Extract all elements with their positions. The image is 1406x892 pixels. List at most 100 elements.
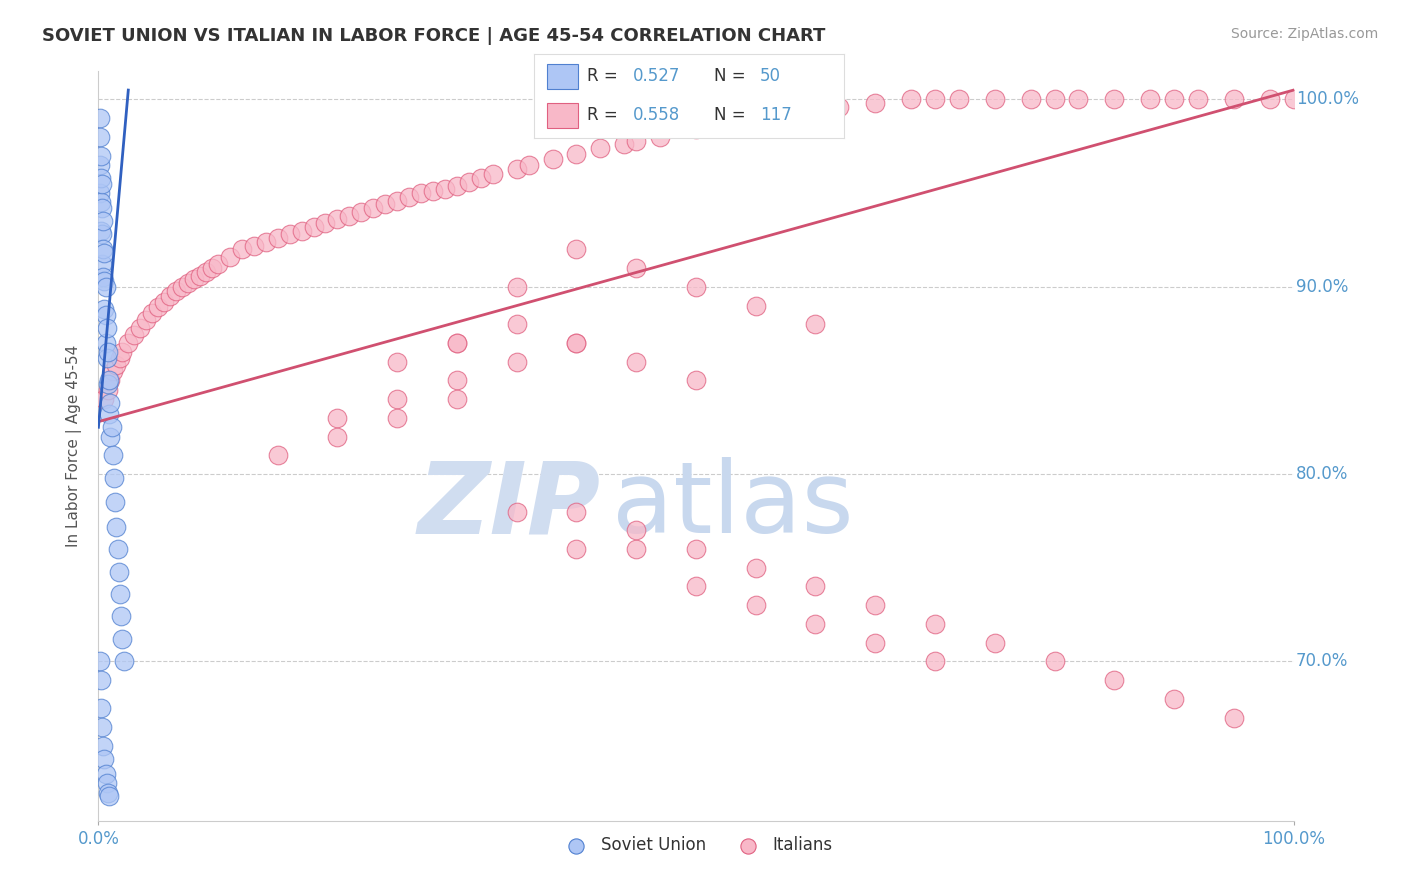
Point [219, 250, 242, 264]
Point [90, 224, 112, 238]
Point [434, 182, 457, 196]
Point [315, 216, 337, 230]
Point [141, 306, 163, 320]
Point [90, 195, 112, 210]
Point [91, 243, 114, 257]
Point [117, 336, 139, 351]
Text: N =: N = [714, 68, 745, 86]
Bar [547, 63, 578, 89]
Point [804, 617, 827, 632]
Text: SOVIET UNION VS ITALIAN IN LABOR FORCE | AGE 45-54 CORRELATION CHART: SOVIET UNION VS ITALIAN IN LABOR FORCE |… [42, 27, 825, 45]
Point [470, 171, 492, 186]
Point [98, 396, 122, 410]
Point [626, 524, 648, 538]
Point [565, 336, 588, 351]
Point [104, 495, 127, 509]
Point [626, 134, 648, 148]
Point [89, 130, 111, 145]
Point [780, 107, 803, 121]
Point [89, 112, 111, 126]
Point [135, 313, 157, 327]
Text: R =: R = [586, 106, 617, 124]
Point [101, 448, 124, 462]
Text: 0.527: 0.527 [633, 68, 681, 86]
Text: 70.0%: 70.0% [1296, 652, 1348, 671]
Point [94, 280, 117, 294]
Point [374, 197, 396, 211]
Point [91, 739, 114, 753]
Point [111, 345, 134, 359]
Point [91, 270, 114, 285]
Point [685, 542, 707, 557]
Point [98, 430, 122, 444]
Point [565, 243, 588, 257]
Point [159, 289, 181, 303]
Point [613, 137, 636, 152]
Point [709, 119, 731, 133]
Point [865, 599, 887, 613]
Point [565, 505, 588, 519]
Point [93, 246, 115, 260]
Point [984, 93, 1007, 107]
Point [97, 786, 120, 800]
Point [278, 227, 301, 242]
Point [91, 214, 114, 228]
Point [1223, 710, 1246, 724]
Point [89, 186, 111, 201]
Point [804, 318, 827, 332]
Point [865, 636, 887, 650]
Point [107, 565, 129, 579]
Bar [547, 103, 578, 128]
Point [243, 238, 266, 252]
Point [745, 561, 768, 575]
Point [1043, 93, 1066, 107]
Point [231, 243, 253, 257]
Point [385, 355, 409, 369]
Point [97, 345, 120, 359]
Legend: Soviet Union, Italians: Soviet Union, Italians [553, 830, 839, 861]
Point [385, 392, 409, 407]
Point [506, 318, 529, 332]
Point [91, 227, 114, 242]
Point [89, 655, 111, 669]
Point [385, 194, 409, 208]
Point [302, 219, 325, 234]
Point [339, 209, 361, 223]
Y-axis label: In Labor Force | Age 45-54: In Labor Force | Age 45-54 [66, 345, 83, 547]
Point [112, 655, 135, 669]
Point [924, 93, 946, 107]
Point [94, 308, 117, 322]
Point [148, 301, 170, 315]
Point [1104, 673, 1126, 688]
Point [195, 265, 218, 279]
Point [565, 542, 588, 557]
Point [103, 471, 125, 485]
Text: N =: N = [714, 106, 745, 124]
Point [541, 153, 564, 167]
Point [124, 328, 146, 343]
Text: atlas: atlas [613, 458, 853, 555]
Point [93, 392, 115, 407]
Point [517, 158, 540, 172]
Point [900, 93, 922, 107]
Point [411, 186, 433, 201]
Point [446, 336, 468, 351]
Text: 90.0%: 90.0% [1296, 277, 1348, 296]
Point [101, 364, 124, 378]
Text: 117: 117 [761, 106, 792, 124]
Point [924, 617, 946, 632]
Point [506, 505, 529, 519]
Point [1019, 93, 1042, 107]
Point [1163, 93, 1185, 107]
Text: 100.0%: 100.0% [1296, 90, 1360, 109]
Point [129, 321, 152, 335]
Point [1104, 93, 1126, 107]
Point [1187, 93, 1209, 107]
Point [165, 284, 187, 298]
Point [565, 146, 588, 161]
Point [506, 161, 529, 176]
Text: ZIP: ZIP [418, 458, 600, 555]
Point [1282, 93, 1305, 107]
Point [267, 231, 290, 245]
Point [948, 93, 970, 107]
